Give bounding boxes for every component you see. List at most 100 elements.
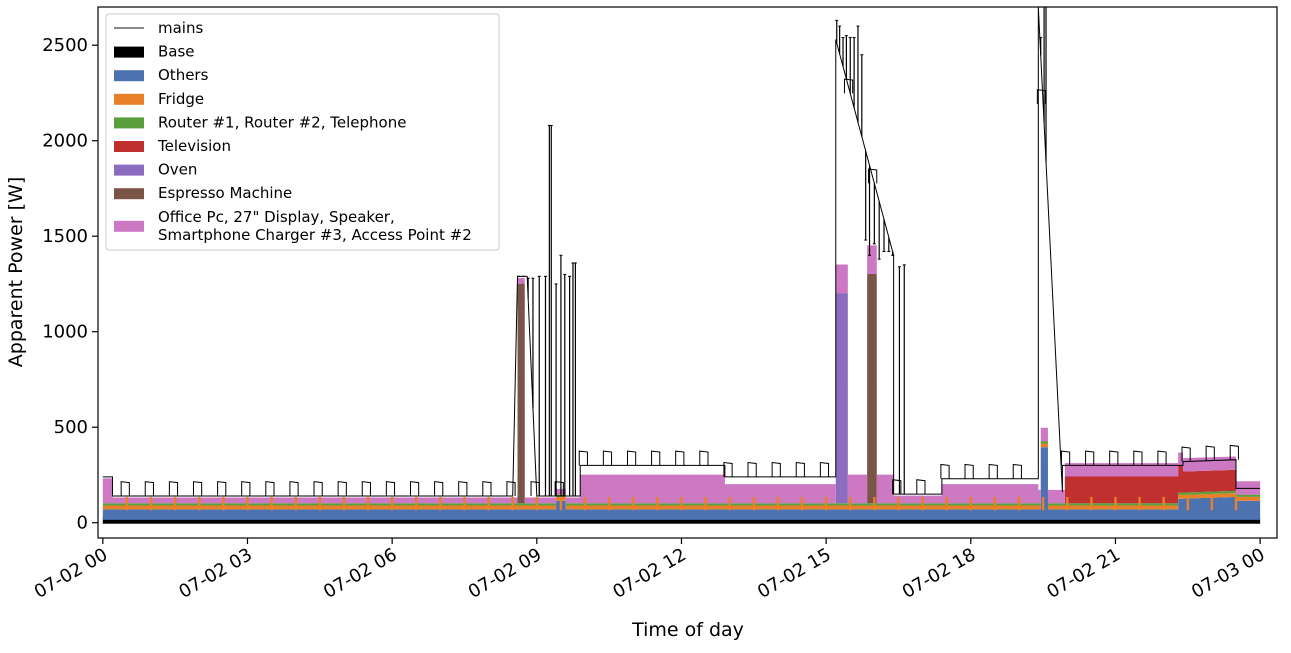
mains-cycle-bump bbox=[699, 450, 709, 466]
legend-label: Base bbox=[158, 43, 195, 61]
fridge-cycle-mark bbox=[559, 496, 563, 511]
fridge-cycle-mark bbox=[728, 496, 731, 511]
fridge-cycle-mark bbox=[390, 496, 394, 511]
series-base-band bbox=[102, 516, 1261, 524]
mains-cycle-bump bbox=[265, 481, 275, 496]
y-axis-label: Apparent Power [W] bbox=[5, 177, 27, 367]
fridge-cycle-mark bbox=[318, 496, 322, 511]
legend-swatch bbox=[114, 141, 144, 152]
legend-swatch bbox=[114, 164, 144, 176]
mains-cycle-bump bbox=[675, 450, 685, 466]
fridge-cycle-mark bbox=[945, 496, 948, 511]
mains-cycle-bump bbox=[916, 479, 926, 495]
fridge-cycle-mark bbox=[1017, 496, 1021, 511]
mains-cycle-bump bbox=[361, 481, 371, 496]
fridge-cycle-mark bbox=[246, 496, 249, 511]
x-tick-label: 07-02 21 bbox=[1043, 544, 1124, 603]
fridge-cycle-mark bbox=[511, 496, 514, 511]
x-axis: 07-02 00 07-02 03 07-02 06 07-02 09 07-02 12… bbox=[31, 538, 1269, 603]
mains-cycle-bump bbox=[578, 450, 588, 466]
x-tick-label: 07-02 09 bbox=[465, 544, 546, 603]
mains-cycle-bump bbox=[506, 481, 516, 496]
fridge-cycle-mark bbox=[824, 496, 828, 511]
mains-cycle-bump bbox=[192, 481, 203, 496]
fridge-cycle-mark bbox=[198, 496, 201, 511]
fridge-cycle-mark bbox=[873, 496, 876, 511]
legend-label: Router #1, Router #2, Telephone bbox=[158, 113, 406, 131]
mains-cycle-bump bbox=[1157, 450, 1167, 466]
y-tick-label: 1000 bbox=[42, 322, 88, 343]
fridge-cycle-mark bbox=[752, 496, 756, 511]
mains-cycle-bump bbox=[337, 481, 347, 496]
y-tick-label: 2500 bbox=[42, 35, 88, 56]
mains-cycle-bump bbox=[482, 481, 492, 496]
series-area-television bbox=[102, 441, 1261, 504]
fridge-cycle-mark bbox=[583, 496, 587, 511]
fridge-cycle-mark bbox=[921, 496, 924, 511]
mains-cycle-bump bbox=[1085, 450, 1095, 466]
fridge-cycle-mark bbox=[535, 496, 539, 511]
mains-cycle-bump bbox=[458, 481, 468, 496]
mains-cycle-bump bbox=[651, 450, 661, 466]
legend-label: Television bbox=[157, 137, 231, 155]
mains-cycle-bump bbox=[602, 450, 613, 466]
fridge-cycle-mark bbox=[487, 496, 490, 511]
fridge-cycle-mark bbox=[704, 496, 707, 511]
y-axis: 0 500 1000 1500 2000 2500 bbox=[42, 35, 98, 534]
mains-cycle-bump bbox=[289, 481, 299, 496]
mains-cycle-bump bbox=[168, 481, 179, 496]
fridge-cycle-mark bbox=[270, 496, 273, 511]
mains-cycle-bump bbox=[843, 78, 854, 94]
mains-cycle-bump bbox=[409, 481, 420, 496]
mains-cycle-bump bbox=[120, 481, 130, 496]
fridge-cycle-mark bbox=[1210, 496, 1214, 511]
y-tick-label: 2000 bbox=[42, 131, 88, 152]
series-layer bbox=[102, 6, 1261, 524]
mains-cycle-bump bbox=[554, 481, 564, 496]
y-tick-label: 1500 bbox=[42, 226, 88, 247]
mains-cycle-bump bbox=[241, 481, 251, 496]
fridge-cycle-mark bbox=[993, 496, 997, 511]
x-tick-label: 07-02 06 bbox=[320, 544, 401, 603]
fridge-cycle-mark bbox=[1066, 496, 1069, 511]
x-tick-label: 07-03 00 bbox=[1188, 544, 1269, 603]
mains-cycle-bump bbox=[1012, 463, 1022, 479]
fridge-cycle-mark bbox=[1114, 496, 1117, 511]
fridge-cycle-mark bbox=[125, 496, 129, 511]
fridge-cycle-mark bbox=[149, 496, 153, 511]
fridge-cycle-mark bbox=[173, 496, 177, 511]
legend-swatch bbox=[114, 220, 144, 232]
fridge-cycle-mark bbox=[222, 496, 225, 511]
fridge-cycle-mark bbox=[1041, 496, 1045, 511]
legend-label: Office Pc, 27" Display, Speaker, Smartpho… bbox=[158, 208, 472, 244]
fridge-cycle-mark bbox=[656, 496, 659, 511]
fridge-cycle-mark bbox=[969, 496, 972, 511]
plot-frame bbox=[97, 6, 1278, 539]
mains-cycle-bump bbox=[217, 481, 227, 496]
fridge-cycle-mark bbox=[607, 496, 611, 511]
fridge-cycle-mark bbox=[415, 496, 418, 511]
mains-cycle-bump bbox=[313, 481, 323, 496]
fridge-cycle-mark bbox=[1186, 496, 1189, 511]
mains-cycle-bump bbox=[723, 461, 733, 477]
mains-cycle-bump bbox=[892, 479, 902, 495]
x-tick-label: 07-02 15 bbox=[754, 544, 835, 603]
fridge-cycle-mark bbox=[439, 496, 442, 511]
x-tick-label: 07-02 12 bbox=[609, 544, 690, 603]
fridge-cycle-mark bbox=[1162, 496, 1165, 511]
mains-cycle-bump bbox=[1181, 446, 1191, 462]
mains-cycle-bump bbox=[940, 463, 950, 479]
mains-cycle-bump bbox=[771, 461, 781, 477]
mains-cycle-bump bbox=[385, 481, 396, 496]
fridge-cycle-mark bbox=[342, 496, 346, 511]
legend: mains Base Others Fridge Router #1, Router #… bbox=[105, 13, 500, 251]
legend-swatch bbox=[114, 46, 144, 58]
fridge-cycle-mark bbox=[776, 496, 780, 511]
fridge-cycle-mark bbox=[1138, 496, 1141, 511]
legend-swatch bbox=[114, 117, 144, 129]
fridge-cycle-mark bbox=[680, 496, 683, 511]
mains-cycle-bump bbox=[964, 463, 974, 479]
legend-label: mains bbox=[158, 19, 203, 37]
legend-swatch bbox=[114, 188, 144, 200]
fridge-cycle-mark bbox=[366, 496, 370, 511]
